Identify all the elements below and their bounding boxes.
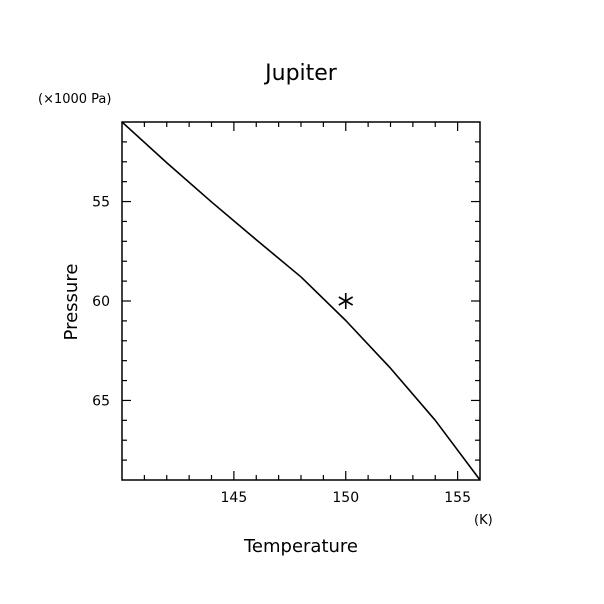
ticks-layer: 145 150 155 55 60 65 xyxy=(92,122,480,506)
markers-layer xyxy=(338,293,354,309)
x-tick-label: 155 xyxy=(444,490,471,506)
x-axis-label: Temperature xyxy=(243,536,358,557)
x-tick-label: 150 xyxy=(332,490,359,506)
chart-title: Jupiter xyxy=(263,61,338,86)
plot-frame xyxy=(121,121,481,481)
x-tick-label: 145 xyxy=(221,490,248,506)
asterisk-stroke xyxy=(338,296,354,306)
asterisk-marker xyxy=(338,293,354,309)
y-axis-label: Pressure xyxy=(61,264,82,341)
y-tick-label: 65 xyxy=(92,393,110,409)
series-layer xyxy=(121,121,481,481)
y-tick-label: 55 xyxy=(92,195,110,211)
x-axis-unit: (K) xyxy=(474,513,493,528)
y-axis-unit: (×1000 Pa) xyxy=(38,92,111,107)
y-tick-label: 60 xyxy=(92,294,110,310)
series-line xyxy=(121,121,481,481)
